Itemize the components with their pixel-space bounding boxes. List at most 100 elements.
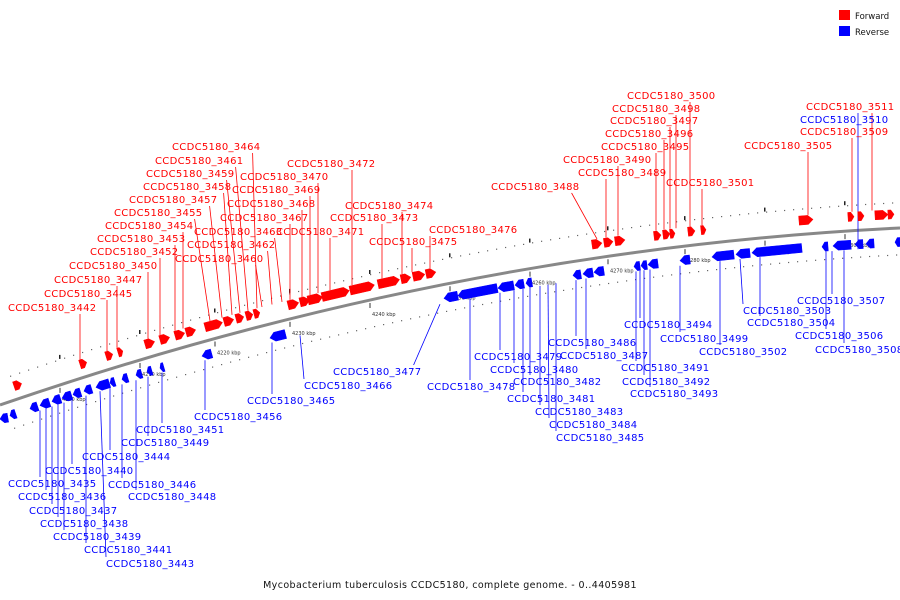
forward-gene-label[interactable]: CCDC5180_3498 — [612, 104, 700, 115]
forward-gene[interactable] — [143, 337, 156, 350]
reverse-gene[interactable] — [593, 266, 605, 277]
forward-gene[interactable] — [614, 235, 626, 247]
forward-gene-label[interactable]: CCDC5180_3475 — [369, 237, 457, 248]
reverse-gene-label[interactable]: CCDC5180_3479 — [474, 352, 562, 363]
forward-gene-label[interactable]: CCDC5180_3467 — [220, 213, 308, 224]
forward-gene-label[interactable]: CCDC5180_3461 — [155, 156, 243, 167]
reverse-gene[interactable] — [146, 365, 154, 376]
forward-gene-label[interactable]: CCDC5180_3469 — [232, 185, 320, 196]
reverse-gene-label[interactable]: CCDC5180_3507 — [797, 296, 885, 307]
reverse-gene[interactable] — [582, 267, 594, 278]
forward-gene[interactable] — [222, 315, 235, 327]
reverse-gene-label[interactable]: CCDC5180_3503 — [743, 306, 831, 317]
reverse-gene-label[interactable]: CCDC5180_3456 — [194, 412, 282, 423]
forward-gene-label[interactable]: CCDC5180_3460 — [175, 254, 263, 265]
reverse-gene-label[interactable]: CCDC5180_3478 — [427, 382, 515, 393]
reverse-gene[interactable] — [735, 248, 751, 259]
reverse-gene-label[interactable]: CCDC5180_3510 — [800, 115, 888, 126]
forward-gene-label[interactable]: CCDC5180_3464 — [172, 142, 260, 153]
forward-gene-label[interactable]: CCDC5180_3495 — [601, 142, 689, 153]
forward-gene[interactable] — [399, 273, 412, 284]
reverse-gene[interactable] — [865, 238, 875, 249]
forward-gene-label[interactable]: CCDC5180_3511 — [806, 102, 894, 113]
reverse-gene[interactable] — [514, 278, 525, 290]
forward-gene-label[interactable]: CCDC5180_3489 — [578, 168, 666, 179]
forward-gene-label[interactable]: CCDC5180_3468 — [227, 199, 315, 210]
forward-gene-label[interactable]: CCDC5180_3476 — [429, 225, 517, 236]
reverse-gene[interactable] — [854, 239, 864, 249]
forward-gene[interactable] — [591, 239, 603, 250]
forward-gene-label[interactable]: CCDC5180_3471 — [276, 227, 364, 238]
reverse-gene-label[interactable]: CCDC5180_3480 — [490, 365, 578, 376]
forward-gene-label[interactable]: CCDC5180_3501 — [666, 178, 754, 189]
forward-gene-label[interactable]: CCDC5180_3453 — [97, 234, 185, 245]
reverse-gene[interactable] — [457, 283, 499, 300]
reverse-gene[interactable] — [647, 258, 659, 269]
reverse-gene-label[interactable]: CCDC5180_3439 — [53, 532, 141, 543]
forward-gene-label[interactable]: CCDC5180_3458 — [143, 182, 231, 193]
reverse-gene[interactable] — [29, 401, 40, 413]
reverse-gene[interactable] — [51, 394, 63, 405]
forward-gene[interactable] — [158, 333, 171, 345]
forward-gene[interactable] — [320, 286, 350, 302]
forward-gene[interactable] — [244, 310, 254, 321]
reverse-gene-label[interactable]: CCDC5180_3466 — [304, 381, 392, 392]
reverse-gene[interactable] — [497, 280, 515, 293]
forward-gene[interactable] — [847, 212, 855, 222]
forward-gene[interactable] — [184, 326, 197, 338]
reverse-gene[interactable] — [83, 384, 94, 395]
forward-gene[interactable] — [203, 318, 224, 332]
reverse-gene[interactable] — [679, 254, 691, 265]
reverse-gene[interactable] — [751, 243, 803, 258]
forward-gene-label[interactable]: CCDC5180_3470 — [240, 172, 328, 183]
reverse-gene[interactable] — [61, 390, 74, 403]
forward-gene[interactable] — [252, 308, 261, 319]
reverse-gene-label[interactable]: CCDC5180_3483 — [535, 407, 623, 418]
reverse-gene-label[interactable]: CCDC5180_3485 — [556, 433, 644, 444]
reverse-gene-label[interactable]: CCDC5180_3493 — [630, 389, 718, 400]
reverse-gene[interactable] — [832, 239, 852, 251]
reverse-gene-label[interactable]: CCDC5180_3441 — [84, 545, 172, 556]
reverse-gene-label[interactable]: CCDC5180_3487 — [560, 351, 648, 362]
forward-gene-label[interactable]: CCDC5180_3500 — [627, 91, 715, 102]
reverse-gene[interactable] — [0, 412, 9, 424]
reverse-gene[interactable] — [95, 378, 112, 392]
forward-gene-label[interactable]: CCDC5180_3447 — [54, 275, 142, 286]
reverse-gene[interactable] — [821, 241, 829, 252]
forward-gene-label[interactable]: CCDC5180_3488 — [491, 182, 579, 193]
reverse-gene-label[interactable]: CCDC5180_3477 — [333, 367, 421, 378]
forward-gene[interactable] — [857, 211, 865, 222]
reverse-gene-label[interactable]: CCDC5180_3486 — [548, 338, 636, 349]
forward-gene-label[interactable]: CCDC5180_3474 — [345, 201, 433, 212]
forward-gene-label[interactable]: CCDC5180_3509 — [800, 127, 888, 138]
reverse-gene-label[interactable]: CCDC5180_3494 — [624, 320, 712, 331]
forward-gene-label[interactable]: CCDC5180_3497 — [610, 116, 698, 127]
forward-gene[interactable] — [662, 229, 671, 240]
forward-gene[interactable] — [411, 270, 426, 282]
forward-gene-label[interactable]: CCDC5180_3473 — [330, 213, 418, 224]
forward-gene[interactable] — [603, 237, 614, 248]
reverse-gene-label[interactable]: CCDC5180_3449 — [121, 438, 209, 449]
reverse-gene[interactable] — [121, 373, 130, 384]
forward-gene[interactable] — [700, 225, 707, 235]
reverse-gene[interactable] — [525, 277, 533, 288]
forward-gene[interactable] — [298, 296, 311, 308]
reverse-gene-label[interactable]: CCDC5180_3502 — [699, 347, 787, 358]
reverse-gene[interactable] — [269, 329, 287, 343]
reverse-gene[interactable] — [201, 348, 214, 360]
forward-gene[interactable] — [424, 268, 437, 279]
reverse-gene-label[interactable]: CCDC5180_3436 — [18, 492, 106, 503]
reverse-gene[interactable] — [443, 290, 459, 303]
forward-gene[interactable] — [12, 379, 23, 391]
reverse-gene-label[interactable]: CCDC5180_3446 — [108, 480, 196, 491]
forward-gene-label[interactable]: CCDC5180_3505 — [744, 141, 832, 152]
forward-gene[interactable] — [798, 215, 814, 226]
reverse-gene-label[interactable]: CCDC5180_3448 — [128, 492, 216, 503]
forward-gene-label[interactable]: CCDC5180_3462 — [187, 240, 275, 251]
reverse-gene[interactable] — [9, 409, 18, 420]
forward-gene[interactable] — [653, 230, 662, 241]
forward-gene[interactable] — [669, 228, 676, 239]
reverse-gene[interactable] — [633, 261, 641, 271]
reverse-gene-label[interactable]: CCDC5180_3443 — [106, 559, 194, 570]
reverse-gene-label[interactable]: CCDC5180_3435 — [8, 479, 96, 490]
